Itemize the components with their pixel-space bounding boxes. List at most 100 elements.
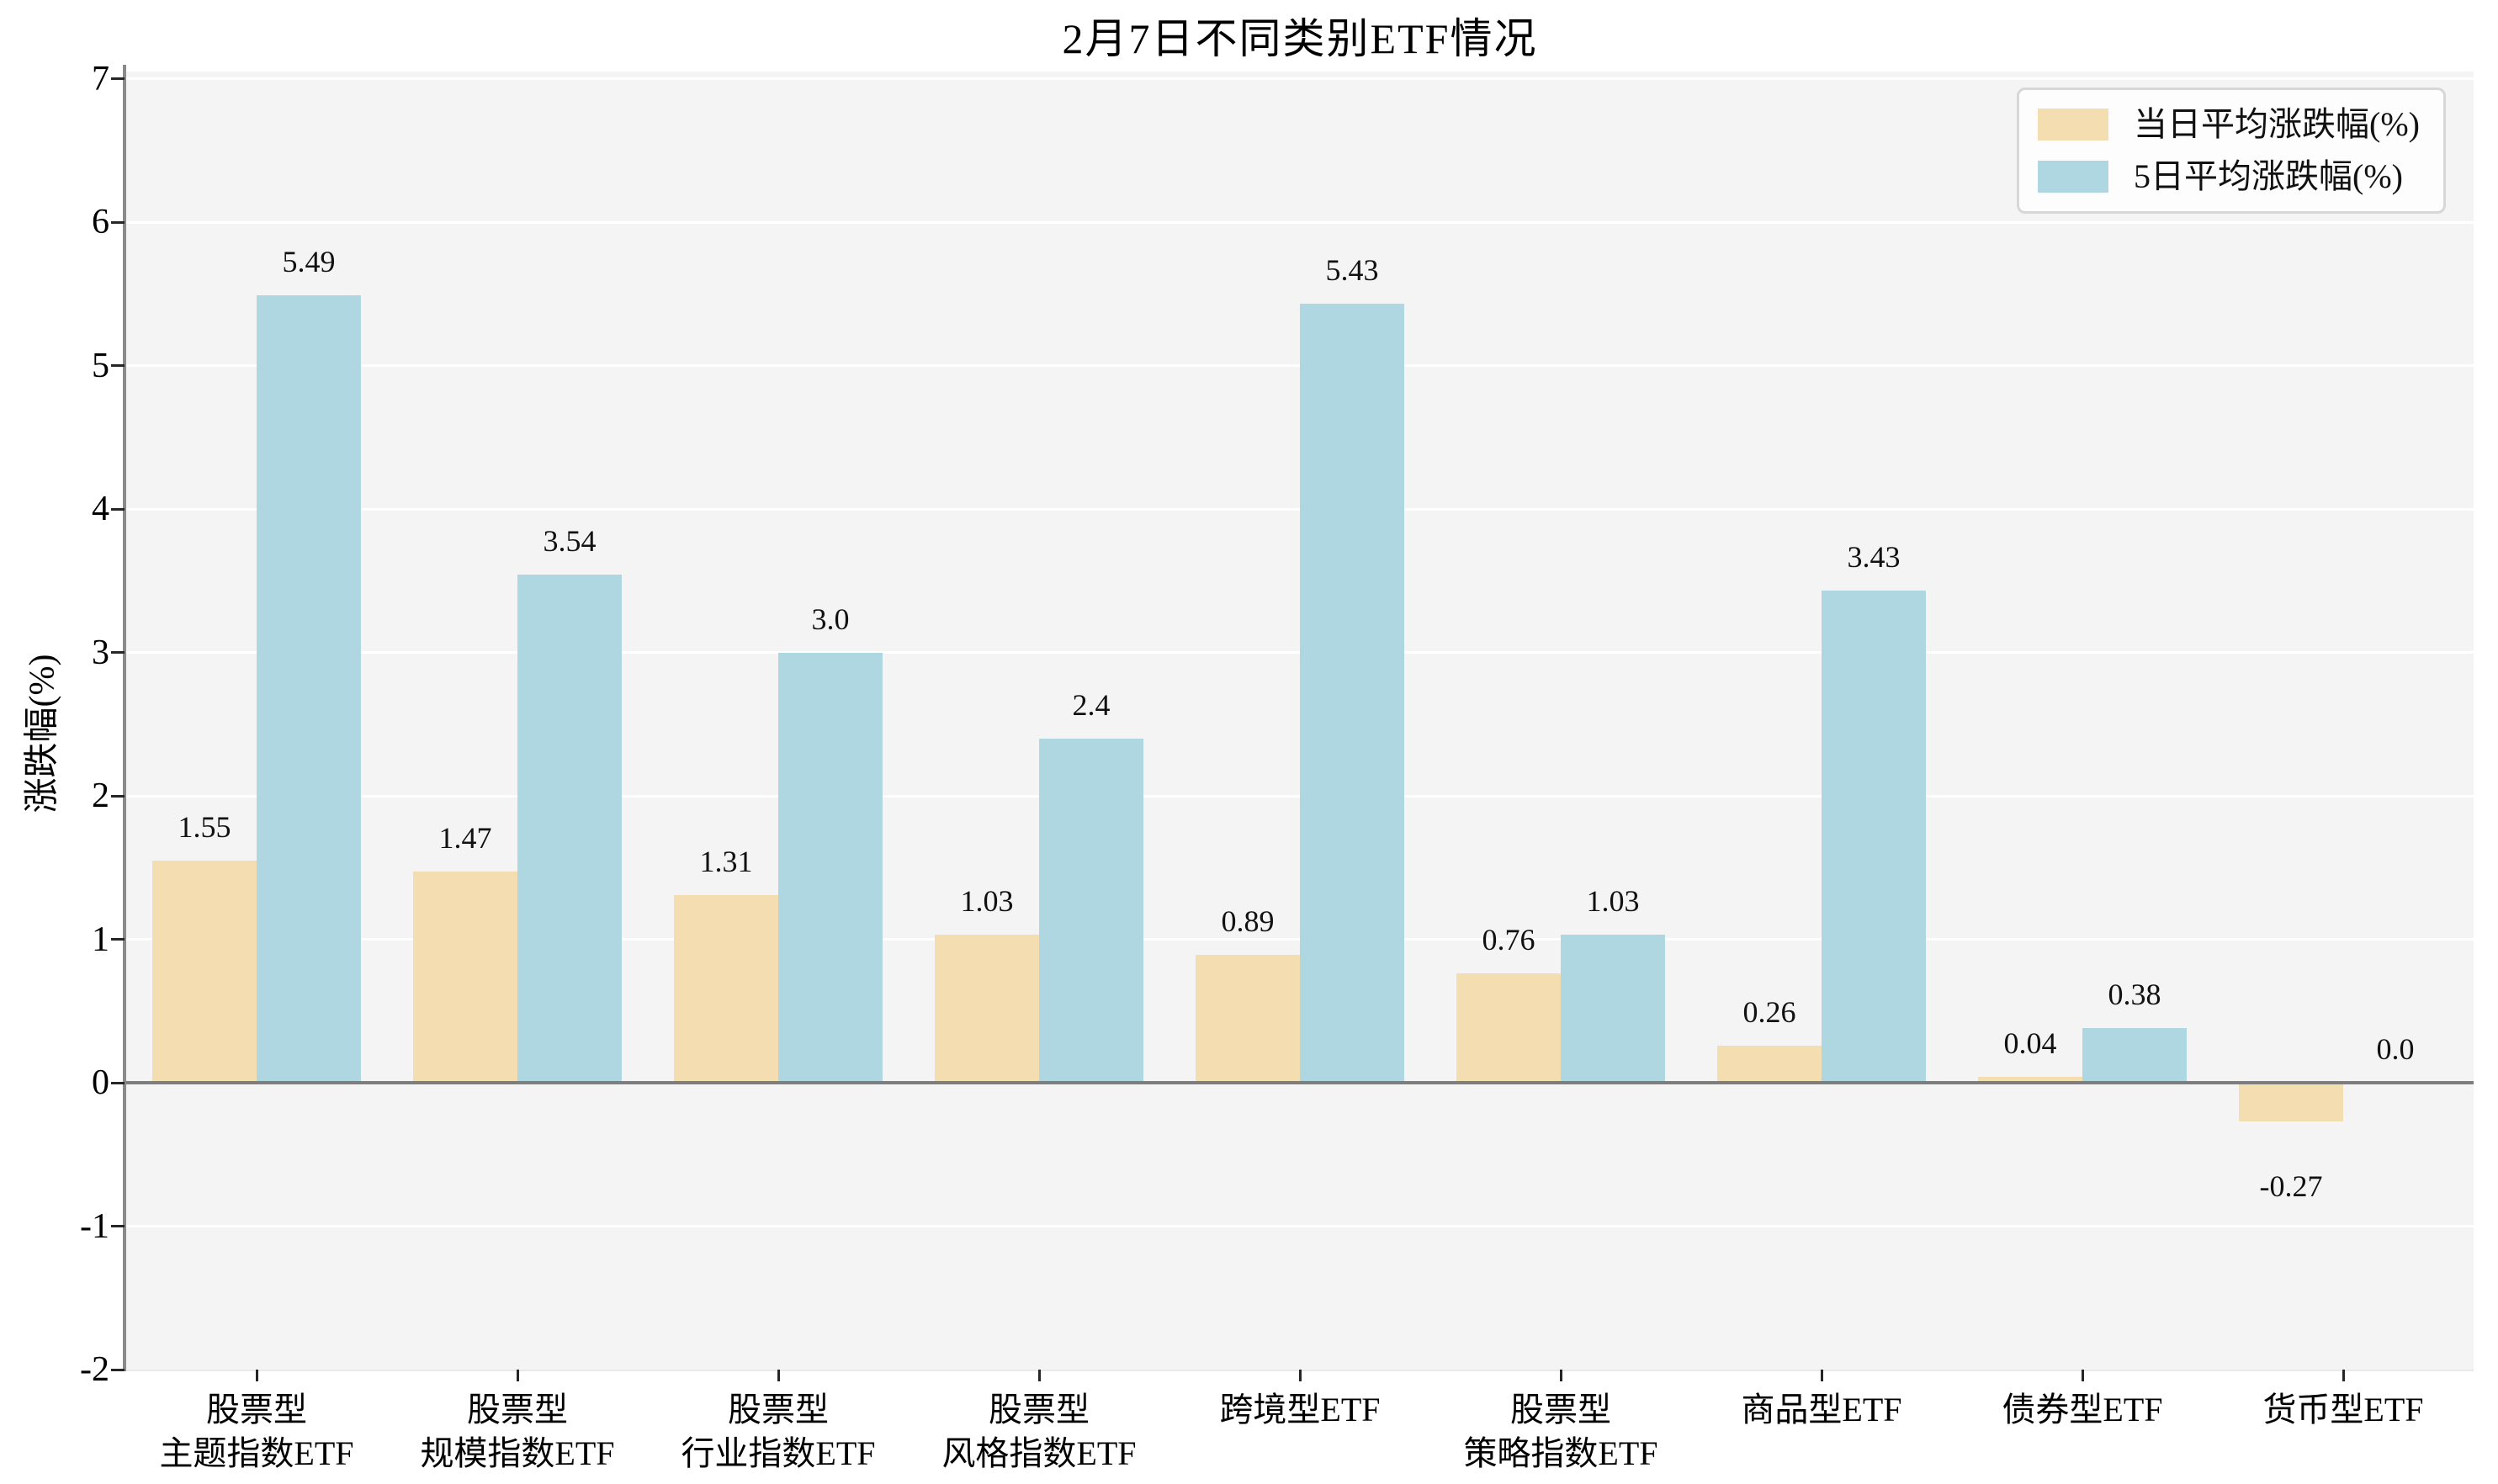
y-tick-label: 7	[92, 59, 109, 98]
y-tick	[111, 1225, 125, 1227]
bar-daily-4	[1196, 955, 1300, 1083]
plot-area: 1.55 1.47 1.31 1.03 0.89 0.76 0.26 0.04 -0.27 5.4…	[126, 72, 2474, 1371]
bar-value-label: -0.27	[2259, 1169, 2323, 1204]
x-axis-category-label-line: 债券型ETF	[2002, 1391, 2163, 1428]
x-axis-category-label: 债券型ETF	[1872, 1388, 2293, 1432]
bar-daily-7	[1978, 1077, 2082, 1083]
x-tick	[777, 1370, 780, 1381]
x-axis-category-label-line: 风格指数ETF	[941, 1434, 1137, 1472]
gridline	[126, 1225, 2474, 1227]
x-axis-zero-line	[126, 1081, 2474, 1084]
bar-daily-8	[2239, 1083, 2343, 1122]
bar-value-label: 0.89	[1221, 904, 1275, 939]
x-axis-category-label-line: 股票型	[1510, 1391, 1611, 1428]
x-tick	[2342, 1370, 2345, 1381]
x-axis-category-label-line: 商品型ETF	[1741, 1391, 1902, 1428]
bar-daily-3	[935, 935, 1039, 1083]
y-tick	[111, 938, 125, 941]
x-tick	[1559, 1370, 1562, 1381]
x-axis-category-label-line: 股票型	[728, 1391, 829, 1428]
y-tick	[111, 220, 125, 224]
legend-item-5day-avg: 5日平均涨跌幅(%)	[2038, 157, 2420, 196]
x-axis-category-label: 股票型策略指数ETF	[1350, 1388, 1771, 1476]
bar-value-label: 5.43	[1325, 253, 1379, 288]
x-axis-category-label-line: 跨境型ETF	[1219, 1391, 1381, 1428]
y-tick	[111, 1081, 125, 1084]
x-axis-category-label-line: 策略指数ETF	[1463, 1434, 1658, 1472]
gridline	[126, 77, 2474, 81]
x-axis-category-label: 股票型规模指数ETF	[307, 1388, 728, 1476]
legend: 当日平均涨跌幅(%) 5日平均涨跌幅(%)	[2017, 87, 2446, 214]
x-axis-category-label-line: 规模指数ETF	[420, 1434, 615, 1472]
bar-value-label: 1.55	[178, 809, 231, 844]
bar-5day-1	[517, 575, 622, 1083]
x-axis-category-label-line: 股票型	[989, 1391, 1090, 1428]
legend-item-daily-avg: 当日平均涨跌幅(%)	[2038, 105, 2420, 144]
y-tick-label: -1	[80, 1206, 109, 1246]
bar-5day-3	[1039, 738, 1143, 1083]
y-tick-label: 2	[92, 776, 109, 815]
legend-label-5day-avg: 5日平均涨跌幅(%)	[2134, 157, 2403, 195]
bar-value-label: 0.76	[1482, 923, 1535, 957]
y-tick-label: 0	[92, 1063, 109, 1102]
x-tick	[2081, 1370, 2084, 1381]
y-tick	[111, 794, 125, 798]
bar-value-label: 0.0	[2376, 1032, 2415, 1066]
gridline	[126, 220, 2474, 224]
y-tick-label: -2	[80, 1350, 109, 1389]
x-axis-category-label: 跨境型ETF	[1090, 1388, 1510, 1432]
x-tick	[1298, 1370, 1302, 1381]
bar-5day-6	[1822, 591, 1926, 1083]
bar-value-label: 5.49	[282, 244, 336, 278]
y-tick	[111, 507, 125, 511]
bar-value-label: 3.54	[543, 524, 597, 559]
bar-value-label: 1.47	[438, 821, 492, 856]
bar-value-label: 3.0	[811, 602, 850, 636]
x-axis-category-label: 股票型主题指数ETF	[46, 1388, 467, 1476]
y-axis-spine	[123, 65, 126, 1371]
x-tick	[516, 1370, 519, 1381]
y-tick-label: 6	[92, 203, 109, 242]
bar-value-label: 2.4	[1072, 687, 1111, 722]
bar-value-label: 3.43	[1847, 540, 1901, 575]
x-axis-category-label-line: 主题指数ETF	[159, 1434, 354, 1472]
x-axis-category-label: 股票型风格指数ETF	[829, 1388, 1249, 1476]
y-tick	[111, 364, 125, 368]
y-tick-label: 4	[92, 490, 109, 529]
x-axis-category-label: 货币型ETF	[2133, 1388, 2498, 1432]
x-axis-category-label: 商品型ETF	[1611, 1388, 2032, 1432]
legend-swatch-5day-avg	[2038, 161, 2109, 193]
bar-5day-4	[1300, 304, 1404, 1083]
bar-5day-2	[778, 652, 883, 1083]
bar-value-label: 0.38	[2108, 978, 2161, 1012]
bar-daily-5	[1456, 973, 1561, 1083]
chart-title: 2月7日不同类别ETF情况	[1062, 15, 1538, 62]
legend-label-daily-avg: 当日平均涨跌幅(%)	[2134, 105, 2420, 143]
legend-swatch-daily-avg	[2038, 109, 2109, 140]
bar-daily-1	[413, 872, 517, 1083]
bar-5day-7	[2082, 1028, 2187, 1083]
bar-value-label: 0.04	[2003, 1026, 2057, 1061]
x-axis-category-label: 股票型行业指数ETF	[568, 1388, 989, 1476]
x-axis-category-label-line: 股票型	[206, 1391, 307, 1428]
bar-5day-0	[257, 294, 361, 1083]
y-tick	[111, 77, 125, 81]
bar-value-label: 1.03	[960, 884, 1014, 919]
x-tick	[1820, 1370, 1823, 1381]
y-tick-label: 5	[92, 346, 109, 385]
y-tick	[111, 651, 125, 654]
bar-daily-0	[152, 860, 257, 1083]
x-axis-category-label-line: 货币型ETF	[2262, 1391, 2424, 1428]
x-tick	[1037, 1370, 1041, 1381]
bar-value-label: 1.31	[699, 844, 753, 878]
bar-daily-2	[674, 894, 778, 1083]
bar-value-label: 1.03	[1586, 884, 1640, 919]
bar-5day-5	[1561, 935, 1665, 1083]
y-tick	[111, 1368, 125, 1371]
y-tick-label: 1	[92, 920, 109, 959]
bar-value-label: 0.26	[1742, 994, 1796, 1029]
x-axis-category-label-line: 行业指数ETF	[681, 1434, 876, 1472]
y-tick-label: 3	[92, 633, 109, 672]
x-axis-category-label-line: 股票型	[467, 1391, 568, 1428]
